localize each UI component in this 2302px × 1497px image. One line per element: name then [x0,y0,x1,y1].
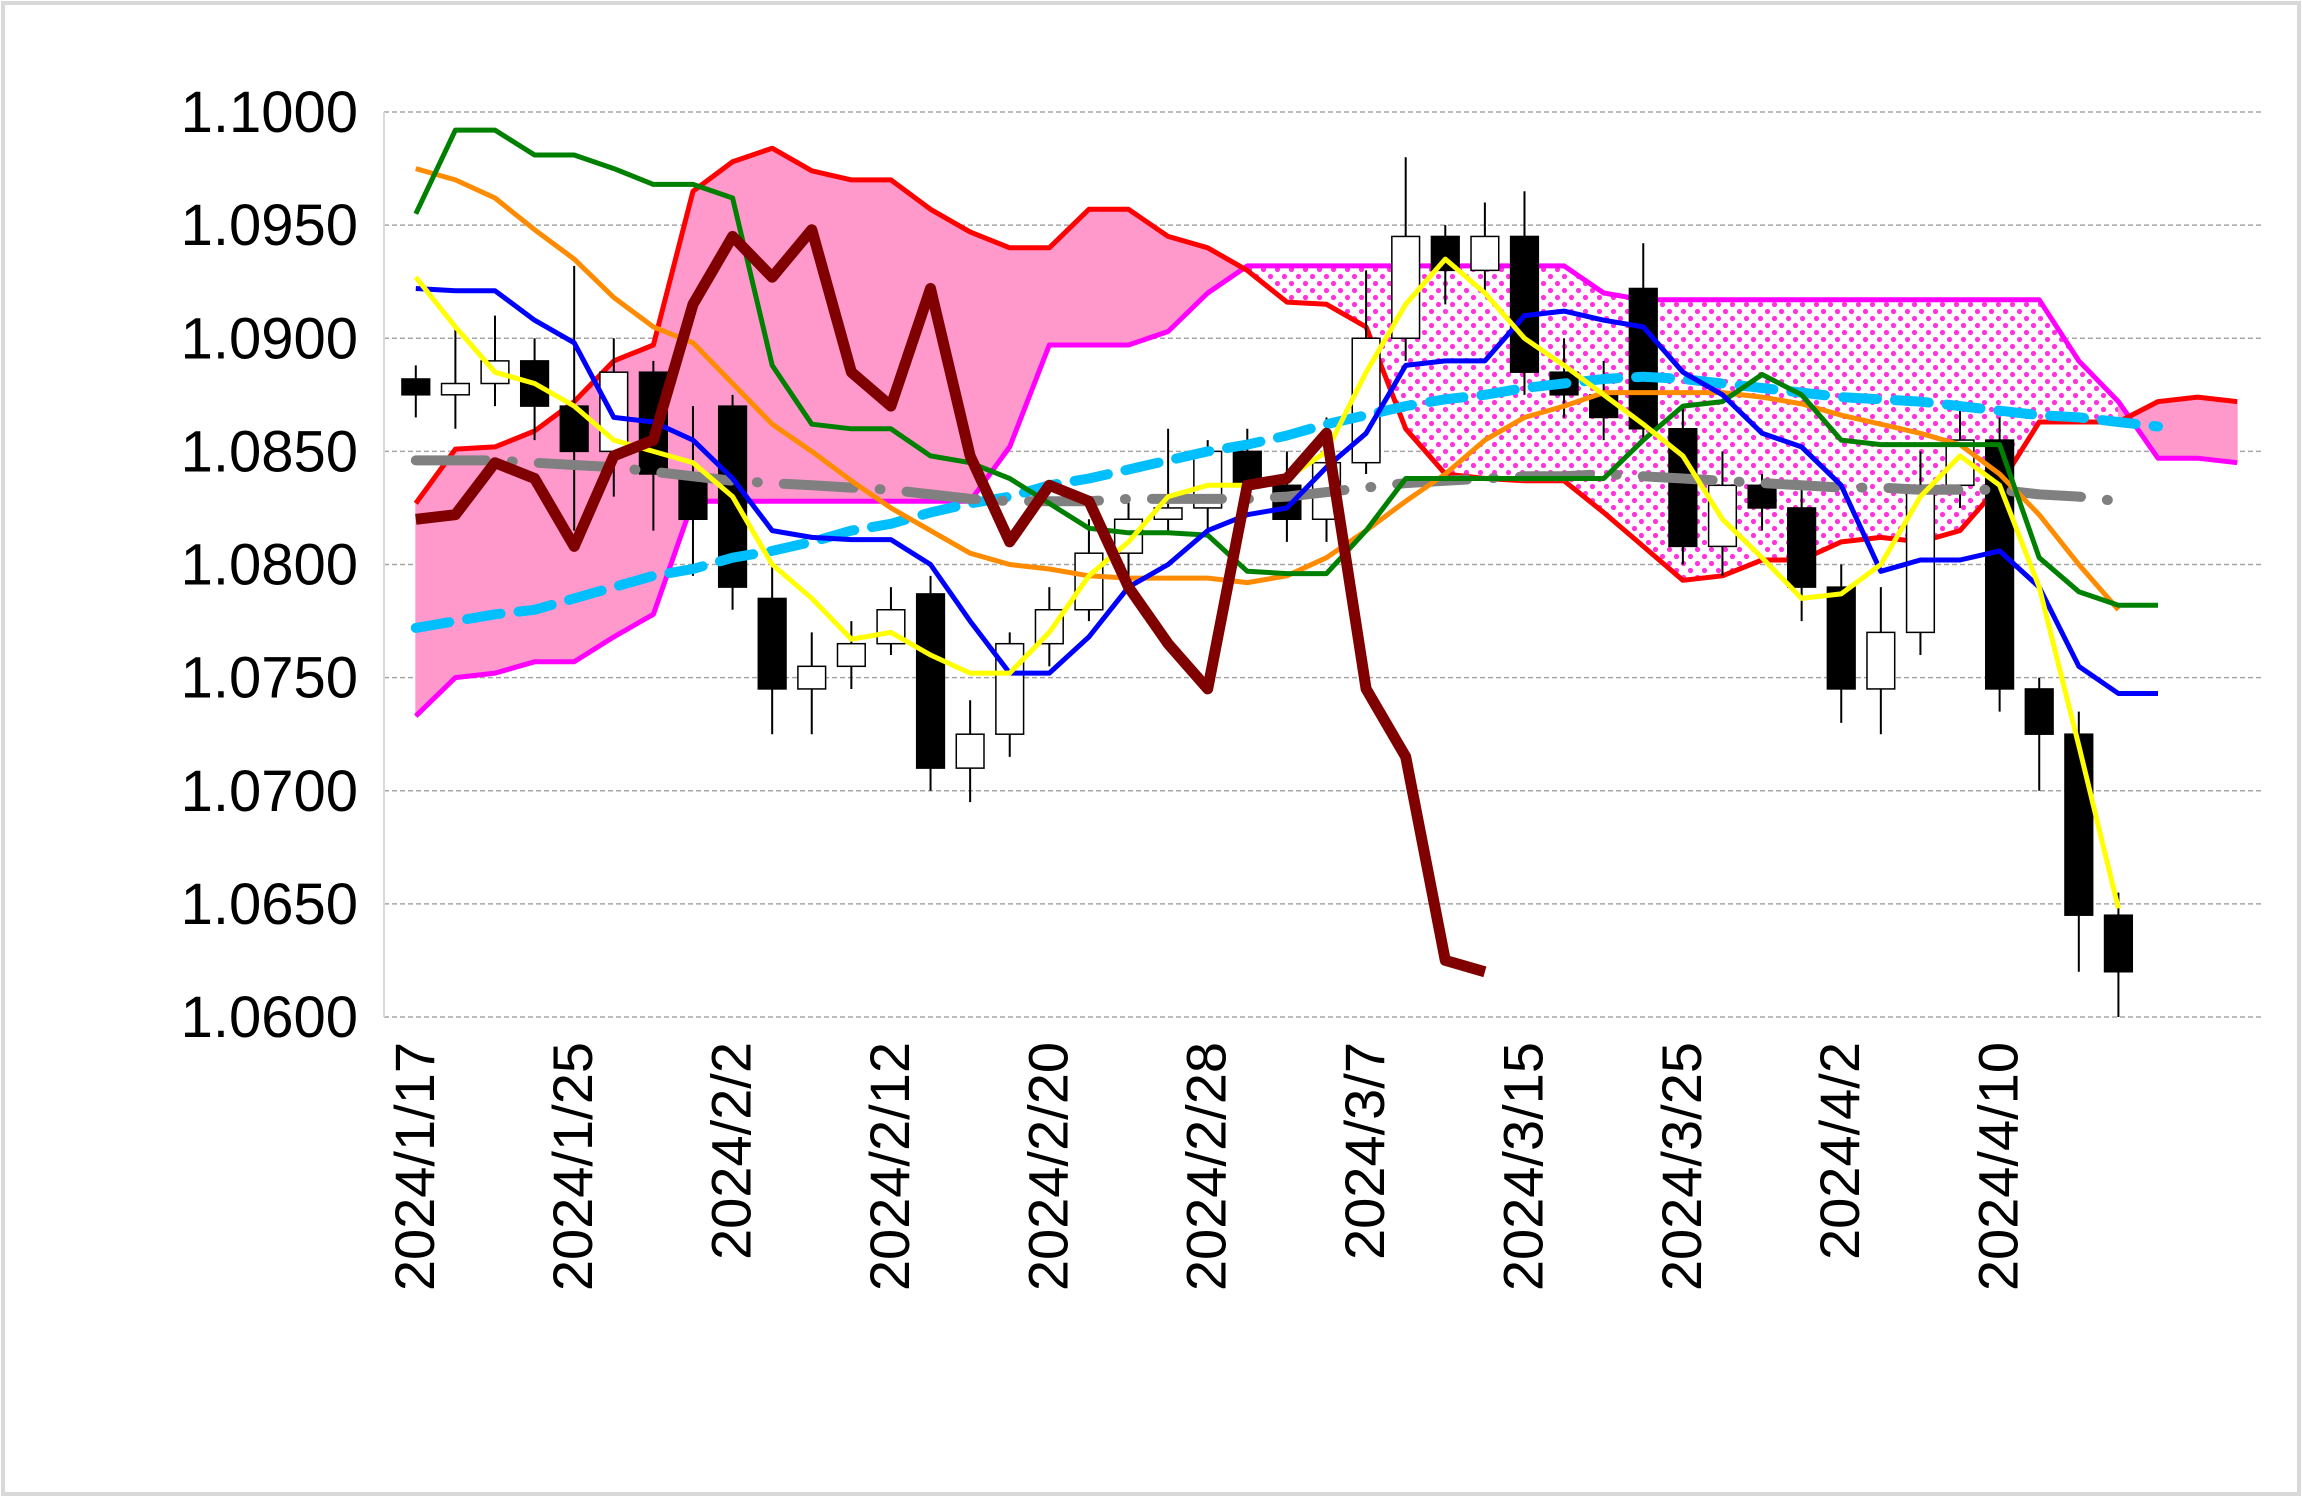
cloud-segment [1445,265,1485,479]
x-tick-label: 2024/2/12 [858,1042,921,1291]
indicator-line [415,286,2158,696]
cloud-segment [1999,299,2040,486]
x-tick-label: 2024/1/17 [383,1042,446,1291]
candle-body [1787,507,1817,588]
candle-body [1747,484,1777,509]
cloud-segment [850,179,892,502]
candle-body [1074,552,1104,611]
y-tick-label: 1.0750 [181,646,358,711]
candle-body [1232,450,1262,487]
candle-body [797,665,827,690]
cloud-segment [1564,265,1604,513]
indicator-line [410,371,2163,633]
y-tick-label: 1.0600 [181,985,358,1050]
cloud-segment [1880,299,1921,542]
cloud-segment [2078,360,2119,422]
candle-body [1272,484,1302,520]
y-tick-label: 1.0900 [181,306,358,371]
candle-body [1509,235,1540,373]
y-tick-label: 1.0950 [181,193,358,258]
candle-body [440,382,471,396]
candle-body [915,593,946,769]
y-tick-label: 1.0650 [181,872,358,937]
y-tick-label: 1.1000 [181,80,358,145]
indicator-line [415,224,1487,978]
candle-body [1866,631,1896,690]
candle-body [1470,235,1500,272]
cloud-segment [2197,396,2238,464]
x-tick-label: 2024/3/25 [1650,1042,1713,1291]
cloud-segment [1801,299,1842,560]
candle-body [2064,733,2094,916]
y-tick-label: 1.0700 [181,759,358,824]
x-tick-label: 2024/2/2 [700,1042,763,1260]
cloud-segment [1286,265,1327,305]
candle-body [955,733,985,769]
candle-body [2024,688,2054,735]
cloud-segment [1326,265,1367,327]
x-tick-label: 2024/1/25 [541,1042,604,1291]
candle-body [836,642,866,668]
x-tick-label: 2024/4/2 [1808,1042,1871,1260]
indicator-line [413,127,2158,608]
candle-body [1826,586,1856,690]
cloud-segment [2157,396,2199,459]
candle-body [757,597,787,690]
x-tick-label: 2024/4/10 [1967,1042,2030,1291]
cloud-segment [1088,208,1130,346]
x-tick-label: 2024/3/7 [1333,1042,1396,1260]
indicator-line [415,166,2121,612]
x-tick-label: 2024/2/28 [1175,1042,1238,1291]
y-tick-label: 1.0800 [181,533,358,598]
y-tick-label: 1.0850 [181,419,358,484]
x-tick-label: 2024/3/15 [1491,1042,1554,1291]
candle-body [401,378,431,396]
indicator-line [410,455,2124,507]
candle-body [1628,287,1658,430]
x-tick-label: 2024/2/20 [1016,1042,1079,1291]
candle-body [2103,914,2134,973]
cloud-segment [2039,299,2079,422]
